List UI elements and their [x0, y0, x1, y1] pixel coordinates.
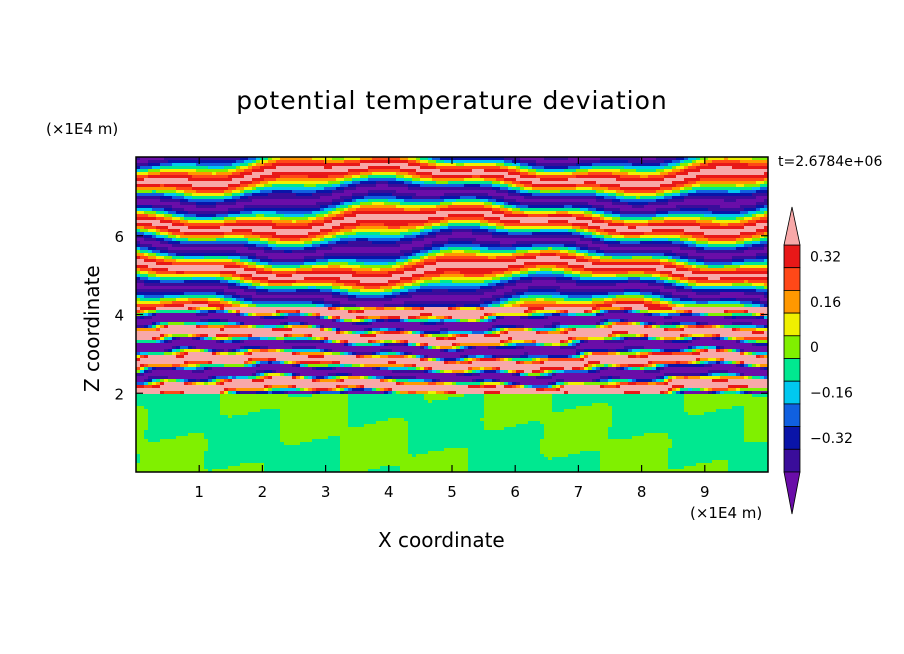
x-tick-label-2: 2 — [258, 483, 268, 501]
colorbar-extend-top — [783, 206, 801, 246]
x-tick-label-7: 7 — [574, 483, 584, 501]
colorbar-box-5 — [783, 358, 801, 382]
x-tick-label-5: 5 — [447, 483, 457, 501]
colorbar-label-2: 0 — [810, 340, 819, 356]
colorbar-label-4: −0.32 — [810, 431, 853, 447]
x-tick-label-8: 8 — [637, 483, 647, 501]
colorbar-label-0: 0.32 — [810, 249, 841, 265]
y-tick-label-2: 2 — [114, 385, 124, 403]
x-axis-unit: (×1E4 m) — [690, 504, 763, 522]
x-tick-label-1: 1 — [194, 483, 204, 501]
colorbar-box-6 — [783, 380, 801, 405]
colorbar-box-3 — [783, 312, 801, 337]
colorbar-label-1: 0.16 — [810, 295, 841, 311]
x-tick-label-9: 9 — [700, 483, 710, 501]
chart-title: potential temperature deviation — [236, 86, 668, 115]
colorbar-box-8 — [783, 426, 801, 450]
colorbar-box-4 — [783, 335, 801, 359]
x-tick-label-4: 4 — [384, 483, 394, 501]
colorbar-box-9 — [783, 448, 801, 473]
heatmap-field — [136, 157, 769, 473]
colorbar-extend-bottom — [783, 471, 801, 515]
colorbar-label-3: −0.16 — [810, 386, 853, 402]
colorbar-box-2 — [783, 289, 801, 314]
x-tick-label-6: 6 — [510, 483, 520, 501]
y-tick-label-4: 4 — [114, 307, 124, 325]
time-label: t=2.6784e+06 — [778, 154, 883, 170]
x-axis-label: X coordinate — [378, 528, 505, 552]
colorbar-box-1 — [783, 267, 801, 291]
y-axis-unit: (×1E4 m) — [46, 120, 119, 138]
colorbar-box-0 — [783, 244, 801, 269]
colorbar-box-7 — [783, 403, 801, 427]
y-tick-label-6: 6 — [114, 228, 124, 246]
x-tick-label-3: 3 — [321, 483, 331, 501]
